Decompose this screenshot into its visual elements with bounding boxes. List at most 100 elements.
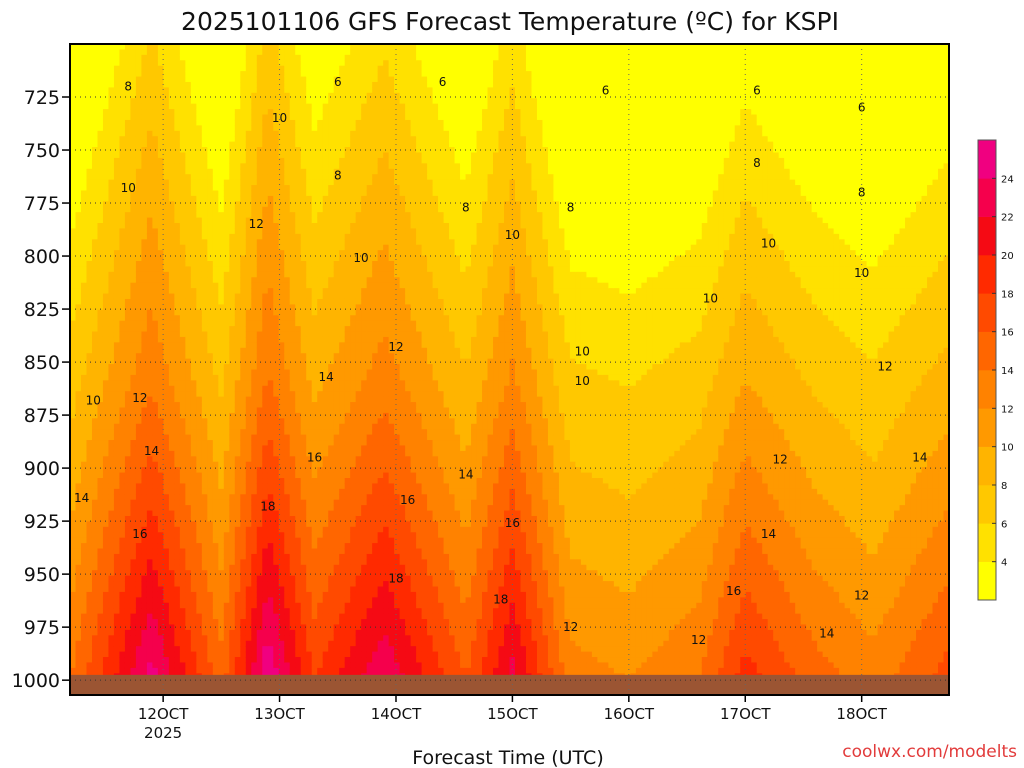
field-cell (135, 288, 143, 295)
field-cell (168, 570, 175, 577)
field-cell (190, 71, 197, 78)
field-cell (289, 619, 296, 626)
field-cell (245, 185, 252, 192)
field-cell (190, 619, 197, 626)
field-cell (157, 667, 164, 674)
field-cell (218, 261, 225, 268)
field-cell (212, 499, 219, 506)
field-cell (289, 114, 296, 121)
field-cell (207, 445, 214, 452)
field-cell (229, 147, 236, 154)
field-cell (130, 510, 137, 517)
field-cell (273, 277, 280, 284)
field-cell (102, 298, 110, 305)
field-cell (91, 277, 99, 284)
field-cell (278, 640, 285, 647)
field-cell (119, 65, 126, 72)
field-cell (218, 342, 225, 349)
field-cell (251, 640, 258, 647)
field-cell (229, 157, 236, 164)
field-cell (229, 54, 236, 61)
field-cell (80, 223, 88, 230)
field-cell (163, 505, 170, 512)
field-cell (196, 103, 203, 110)
field-cell (157, 206, 164, 213)
field-cell (278, 147, 285, 154)
field-cell (102, 44, 110, 51)
field-cell (75, 570, 82, 577)
field-cell (196, 71, 203, 78)
field-cell (75, 212, 82, 219)
field-cell (97, 185, 104, 192)
field-cell (185, 304, 192, 311)
field-cell (135, 239, 143, 246)
field-cell (157, 326, 164, 333)
field-cell (108, 494, 115, 501)
field-cell (119, 136, 126, 143)
field-cell (234, 657, 241, 664)
field-cell (124, 488, 132, 495)
field-cell (267, 570, 274, 577)
field-cell (251, 423, 258, 430)
field-cell (113, 147, 121, 154)
field-cell (196, 255, 203, 262)
field-cell (212, 423, 219, 430)
field-cell (152, 369, 159, 376)
field-cell (190, 624, 197, 631)
field-cell (256, 125, 263, 132)
field-cell (245, 640, 252, 647)
field-cell (146, 597, 153, 604)
field-cell (273, 261, 280, 268)
field-cell (212, 195, 219, 202)
field-cell (278, 629, 285, 636)
field-cell (135, 44, 143, 51)
field-cell (256, 141, 263, 148)
field-cell (223, 44, 230, 51)
field-cell (289, 228, 296, 235)
field-cell (179, 271, 186, 278)
field-cell (289, 239, 296, 246)
field-cell (251, 456, 258, 463)
field-cell (168, 478, 175, 485)
field-cell (179, 342, 186, 349)
field-cell (113, 483, 121, 490)
field-cell (223, 136, 230, 143)
field-cell (119, 44, 126, 51)
field-cell (119, 450, 126, 457)
field-cell (152, 212, 159, 219)
field-cell (102, 342, 110, 349)
field-cell (245, 575, 252, 582)
field-cell (80, 450, 88, 457)
field-cell (218, 109, 225, 116)
field-cell (168, 418, 175, 425)
field-cell (185, 206, 192, 213)
field-cell (207, 440, 214, 447)
field-cell (124, 407, 132, 414)
field-cell (240, 494, 247, 501)
field-cell (130, 309, 137, 316)
field-cell (218, 201, 225, 208)
field-cell (146, 304, 153, 311)
field-cell (289, 54, 296, 61)
field-cell (113, 608, 121, 615)
field-cell (108, 217, 115, 224)
field-cell (267, 510, 274, 517)
field-cell (179, 60, 186, 67)
field-cell (168, 44, 175, 51)
field-cell (102, 385, 110, 392)
field-cell (135, 309, 143, 316)
field-cell (102, 320, 110, 327)
field-cell (295, 450, 302, 457)
field-cell (179, 526, 186, 533)
field-cell (284, 662, 291, 669)
field-cell (240, 282, 247, 289)
field-cell (146, 570, 153, 577)
field-cell (196, 206, 203, 213)
field-cell (273, 179, 280, 186)
field-cell (108, 190, 115, 197)
field-cell (141, 125, 148, 132)
field-cell (289, 515, 296, 522)
field-cell (91, 174, 99, 181)
field-cell (108, 212, 115, 219)
field-cell (207, 60, 214, 67)
